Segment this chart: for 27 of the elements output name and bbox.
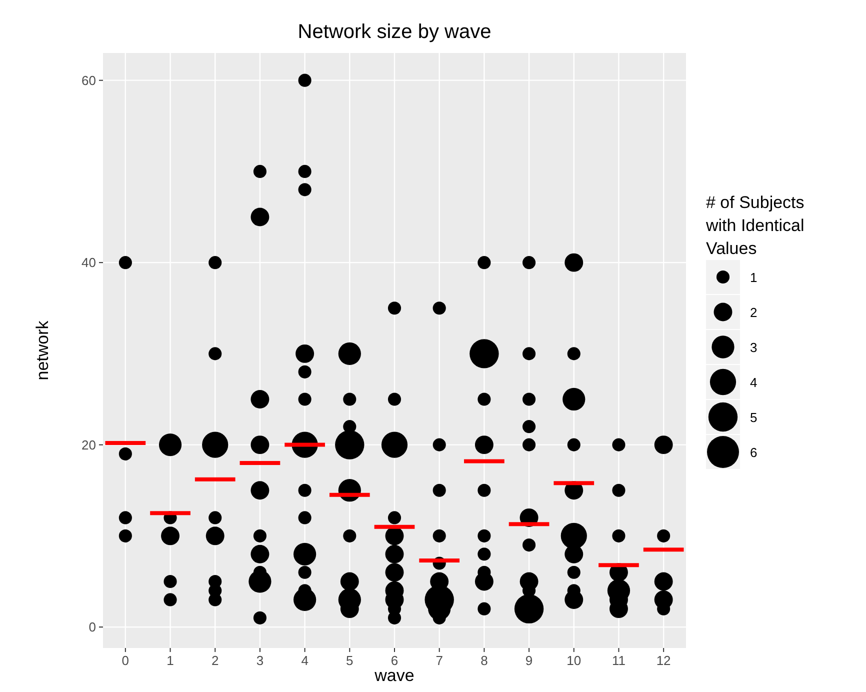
x-axis-title: wave [374,666,414,685]
x-tick-label: 12 [656,653,671,668]
legend-label: 5 [750,410,758,425]
legend-label: 2 [750,305,758,320]
x-tick-label: 0 [122,653,130,668]
x-tick-label: 5 [346,653,354,668]
y-tick-label: 0 [88,620,96,635]
x-tick-label: 10 [566,653,582,668]
legend-label: 6 [750,445,758,460]
legend-title: # of Subjects with Identical Values [705,193,804,258]
y-axis-title: network [33,320,52,380]
x-tick-label: 4 [301,653,308,668]
x-tick-label: 1 [166,653,174,668]
x-tick-label: 8 [480,653,488,668]
x-tick-label: 11 [612,653,626,668]
y-tick-label: 60 [82,72,96,88]
legend-label: 3 [750,340,758,355]
chart-title: Network size by wave [298,21,492,43]
x-tick-label: 6 [390,653,398,668]
x-tick-label: 3 [256,653,264,668]
x-tick-label: 2 [212,653,219,668]
legend-label: 1 [750,270,758,285]
x-tick-label: 9 [525,653,533,668]
legend-label: 4 [750,375,758,390]
y-tick-label: 20 [82,437,96,452]
y-tick-label: 40 [82,255,96,270]
x-tick-label: 7 [436,653,443,668]
